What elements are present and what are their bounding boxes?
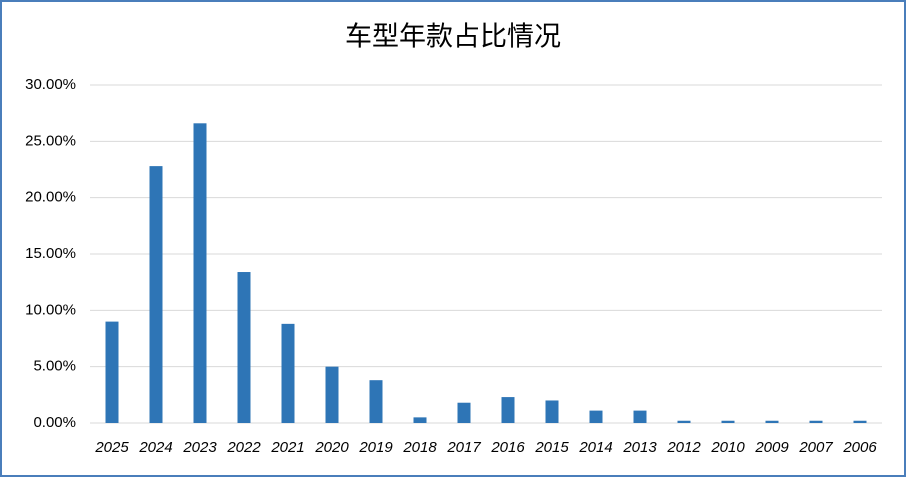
chart-title: 车型年款占比情况 [345,22,561,53]
bar [545,400,559,423]
x-tick-label: 2010 [710,439,745,456]
x-tick-label: 2007 [798,439,833,456]
bar [633,410,647,423]
y-tick-label: 30.00% [25,76,76,93]
bar [501,397,515,423]
x-tick-label: 2024 [138,439,172,456]
x-tick-label: 2019 [358,439,393,456]
x-tick-label: 2018 [402,439,437,456]
x-tick-label: 2016 [490,439,525,456]
bar [677,420,691,423]
x-tick-label: 2012 [666,439,701,456]
bar [193,123,207,423]
bar [721,420,735,423]
x-tick-label: 2015 [534,439,569,456]
y-tick-label: 15.00% [25,245,76,262]
x-tick-label: 2021 [270,439,304,456]
bar [325,366,339,423]
x-tick-label: 2020 [314,439,349,456]
bar [809,420,823,423]
bar [589,410,603,423]
bar [149,166,163,423]
x-tick-label: 2006 [842,439,877,456]
bar [457,402,471,423]
y-tick-label: 10.00% [25,301,76,318]
x-tick-label: 2023 [182,439,217,456]
x-tick-label: 2022 [226,439,261,456]
bar [765,420,779,423]
bar [853,420,867,423]
x-tick-label: 2017 [446,439,481,456]
y-tick-label: 5.00% [33,358,76,375]
x-tick-label: 2013 [622,439,657,456]
bar [369,380,383,423]
bar [237,272,251,423]
x-tick-label: 2025 [94,439,129,456]
bar [105,321,119,423]
bar [281,323,295,423]
y-tick-label: 25.00% [25,132,76,149]
y-tick-label: 0.00% [33,414,76,431]
x-tick-label: 2014 [578,439,612,456]
x-tick-label: 2009 [754,439,789,456]
bar [413,417,427,423]
y-tick-label: 20.00% [25,189,76,206]
